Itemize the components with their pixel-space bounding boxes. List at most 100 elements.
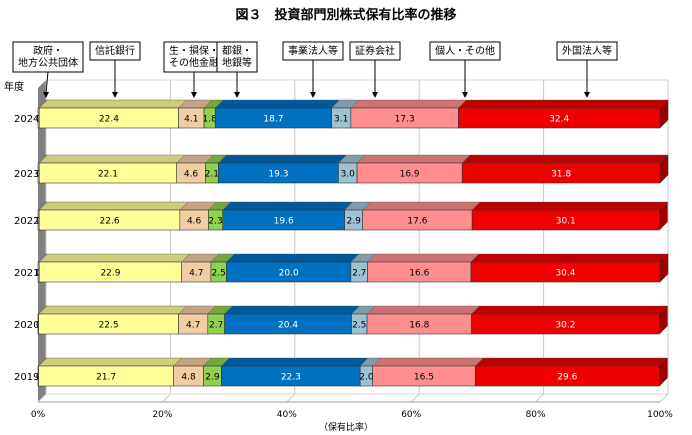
data-label: 2.7 xyxy=(209,321,223,331)
legend-label: 政府・ xyxy=(33,44,63,57)
data-label: 16.8 xyxy=(409,321,429,331)
data-label: 22.6 xyxy=(100,217,120,227)
data-label: 21.7 xyxy=(96,373,116,383)
legend-label: 証券会社 xyxy=(355,44,395,57)
legend-arrowhead xyxy=(43,92,49,98)
bar-top xyxy=(372,357,484,367)
legend-item: 外国法人等 xyxy=(556,41,618,98)
bar-top xyxy=(38,253,191,263)
bar-top xyxy=(350,99,467,109)
legend-item: 政府・地方公共団体 xyxy=(12,41,84,98)
bar-top xyxy=(38,154,186,164)
data-label: 16.5 xyxy=(414,373,434,383)
bar-top xyxy=(225,253,360,263)
y-tick-label: 2021 xyxy=(14,268,39,279)
x-tick-label: 100% xyxy=(647,410,673,420)
y-axis-label: 年度 xyxy=(4,80,24,93)
data-label: 4.7 xyxy=(189,269,203,279)
bar-side xyxy=(659,154,669,184)
bar-top xyxy=(366,305,481,315)
bar-top xyxy=(217,154,347,164)
bar-top xyxy=(214,99,341,109)
data-label: 20.0 xyxy=(279,269,299,279)
bar-top xyxy=(461,154,669,164)
legend-label: 個人・その他 xyxy=(435,44,495,57)
legend-label: 生・損保・ xyxy=(169,44,219,57)
data-label: 17.3 xyxy=(395,115,415,125)
legend-item: 事業法人等 xyxy=(282,41,344,98)
legend-item: 信託銀行 xyxy=(89,41,141,98)
data-label: 32.4 xyxy=(549,115,569,125)
data-label: 4.1 xyxy=(184,115,198,125)
x-tick-label: 20% xyxy=(152,410,172,420)
legend-item: 証券会社 xyxy=(349,41,401,98)
data-label: 30.1 xyxy=(556,217,576,227)
legend-arrowhead xyxy=(372,92,378,98)
gridline-floor xyxy=(659,393,669,403)
data-label: 31.8 xyxy=(551,170,571,180)
bar-row: 20190.121.74.82.922.32.016.529.6 xyxy=(14,357,668,387)
legend-arrowhead xyxy=(112,92,118,98)
data-label: 22.9 xyxy=(100,269,120,279)
bar-top xyxy=(470,253,669,263)
bar-side xyxy=(659,253,669,283)
data-label: 3.1 xyxy=(334,115,348,125)
bar-row: 20230.222.14.62.119.33.016.931.8 xyxy=(14,154,669,184)
legend-arrowhead xyxy=(191,92,197,98)
bar-row: 20220.222.64.62.319.62.917.630.1 xyxy=(14,201,668,231)
legend-label: 事業法人等 xyxy=(288,44,338,57)
bar-top xyxy=(474,357,668,367)
bar-top xyxy=(457,99,669,109)
bar-top xyxy=(356,154,471,164)
x-axis-label: （保有比率） xyxy=(319,421,373,433)
gridline-floor xyxy=(286,393,296,403)
data-label: 2.5 xyxy=(212,269,226,279)
legend-label: その他金融 xyxy=(169,56,219,69)
plot-left-wall xyxy=(38,80,46,402)
bar-row: 20210.222.94.72.520.02.716.630.4 xyxy=(14,253,669,283)
bar-top xyxy=(224,305,360,315)
bar-top xyxy=(38,99,188,109)
legend-item: 個人・その他 xyxy=(429,41,501,98)
data-label: 30.4 xyxy=(555,269,575,279)
legend-arrowhead xyxy=(234,92,240,98)
legend-arrowhead xyxy=(584,92,590,98)
legend-label: 地方公共団体 xyxy=(18,56,78,69)
gridline-floor xyxy=(37,393,47,403)
bar-top xyxy=(362,201,481,211)
legend-label: 都銀・ xyxy=(222,44,252,57)
y-tick-label: 2019 xyxy=(14,372,39,383)
data-label: 17.6 xyxy=(407,217,427,227)
bar-top xyxy=(471,201,668,211)
x-tick-label: 60% xyxy=(401,410,421,420)
axes: 0% 20% 40% 60% 80% 100% xyxy=(31,401,673,420)
legend-arrowhead xyxy=(310,92,316,98)
data-label: 2.1 xyxy=(205,170,219,180)
data-label: 2.3 xyxy=(208,217,222,227)
legend-arrowhead xyxy=(462,92,468,98)
gridline-floor xyxy=(162,393,171,403)
data-label: 2.9 xyxy=(347,217,362,227)
data-label: 29.6 xyxy=(557,373,577,383)
data-label: 16.9 xyxy=(400,170,420,180)
data-label: 2.7 xyxy=(352,269,366,279)
bar-top xyxy=(38,305,188,315)
bar-top xyxy=(38,357,183,367)
data-label: 22.3 xyxy=(281,373,301,383)
data-label: 4.7 xyxy=(186,321,200,331)
bar-side xyxy=(659,357,668,387)
data-label: 19.3 xyxy=(268,170,288,180)
data-label: 18.7 xyxy=(263,115,283,125)
bar-top xyxy=(471,305,668,315)
bar-side xyxy=(659,201,668,231)
y-tick-label: 2023 xyxy=(14,169,39,180)
y-tick-label: 2024 xyxy=(14,114,39,125)
bar-top xyxy=(38,201,189,211)
data-label: 30.2 xyxy=(555,321,575,331)
bar-top xyxy=(222,201,354,211)
bar-side xyxy=(659,305,668,335)
x-tick-label: 40% xyxy=(277,410,297,420)
legend-box xyxy=(216,41,258,73)
